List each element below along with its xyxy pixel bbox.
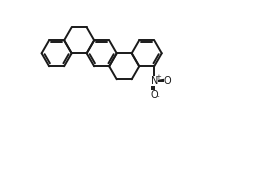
Text: O: O <box>164 76 171 86</box>
Text: O: O <box>150 90 158 100</box>
Text: +: + <box>155 74 161 81</box>
Text: N: N <box>150 76 158 86</box>
Text: -: - <box>157 93 159 99</box>
